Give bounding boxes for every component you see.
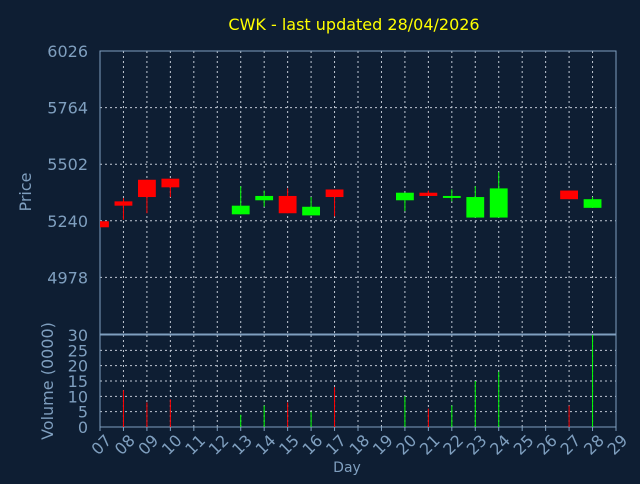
volume-bars — [122, 335, 594, 427]
candle-body — [278, 195, 297, 214]
price-tick-label: 5240 — [47, 212, 88, 231]
volume-tick-label: 5 — [78, 403, 88, 422]
candle-body — [560, 190, 579, 200]
chart-title: CWK - last updated 28/04/2026 — [228, 15, 479, 34]
candle-body — [137, 179, 156, 198]
price-axis-label: Price — [16, 172, 35, 211]
price-panel-frame — [99, 50, 617, 335]
candle-body — [419, 192, 438, 196]
price-tick-label: 5764 — [47, 99, 88, 118]
volume-grid — [100, 335, 616, 427]
x-axis-label: Day — [333, 460, 361, 476]
volume-tick-label: 10 — [68, 387, 88, 406]
candle-body — [325, 189, 344, 198]
price-grid — [100, 51, 616, 334]
x-tick-labels: 0708091011121314151617181920212223242526… — [87, 427, 631, 459]
candle-body — [100, 221, 109, 228]
volume-tick-label: 15 — [68, 372, 88, 391]
candles — [100, 172, 602, 228]
candle-body — [442, 195, 461, 198]
candle-body — [161, 178, 180, 188]
volume-tick-label: 20 — [68, 357, 88, 376]
volume-tick-label: 0 — [78, 418, 88, 437]
volume-tick-label: 30 — [68, 326, 88, 345]
x-tick-label: 29 — [603, 431, 631, 459]
candle-body — [583, 199, 602, 208]
candle-body — [466, 197, 485, 218]
volume-axis-label: Volume (0000) — [38, 322, 57, 440]
candle-body — [114, 201, 133, 206]
candle-body — [302, 206, 321, 216]
candle-body — [231, 205, 250, 215]
price-tick-label: 6026 — [47, 42, 88, 61]
candle-body — [255, 195, 274, 201]
price-tick-label: 4978 — [47, 268, 88, 287]
price-tick-label: 5502 — [47, 155, 88, 174]
candle-body — [395, 192, 414, 201]
candle-body — [489, 188, 508, 218]
volume-tick-label: 25 — [68, 341, 88, 360]
